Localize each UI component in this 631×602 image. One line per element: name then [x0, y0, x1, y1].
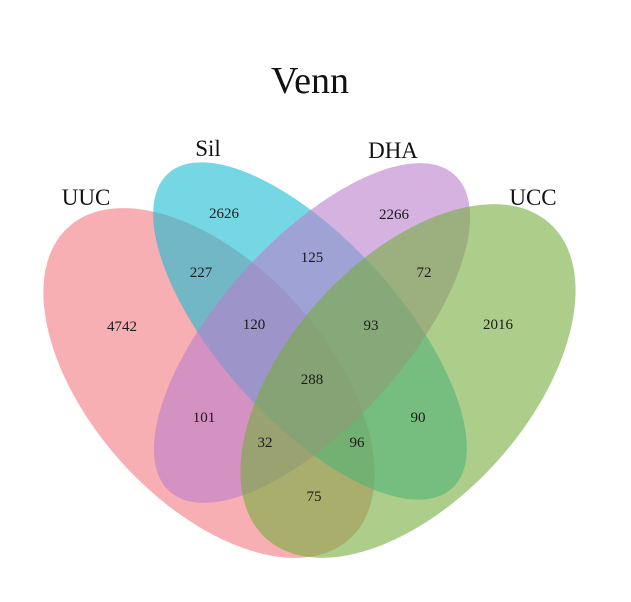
count-uuc-dha: 101 — [193, 410, 216, 426]
count-sil-dha: 125 — [301, 250, 324, 266]
count-uuc-sil-dha: 120 — [243, 317, 266, 333]
count-uuc-ucc: 75 — [307, 489, 322, 505]
set-label-uuc: UUC — [62, 185, 111, 210]
set-label-dha: DHA — [368, 138, 418, 163]
set-ellipses — [43, 162, 576, 558]
count-sil-dha-ucc: 93 — [364, 318, 379, 334]
count-uuc-only: 4742 — [107, 319, 137, 335]
set-label-sil: Sil — [195, 136, 221, 161]
count-dha-only: 2266 — [379, 207, 410, 223]
count-uuc-sil-ucc: 96 — [350, 435, 366, 451]
count-sil-ucc: 90 — [411, 410, 426, 426]
count-all-four: 288 — [301, 372, 324, 388]
diagram-title: Venn — [271, 60, 349, 102]
count-dha-ucc: 72 — [417, 265, 432, 281]
count-uuc-sil: 227 — [190, 265, 213, 281]
count-sil-only: 2626 — [209, 206, 240, 222]
set-label-ucc: UCC — [509, 185, 556, 210]
count-ucc-only: 2016 — [483, 317, 514, 333]
set-ellipse-ucc — [240, 204, 576, 558]
count-uuc-dha-ucc: 32 — [258, 435, 273, 451]
